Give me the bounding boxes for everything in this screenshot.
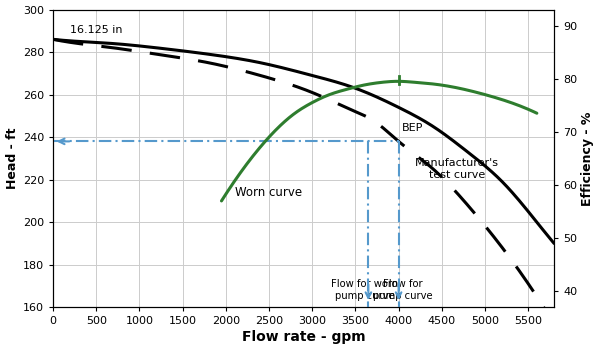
Text: Worn curve: Worn curve <box>235 186 302 199</box>
Text: Manufacturer's
test curve: Manufacturer's test curve <box>415 158 499 180</box>
X-axis label: Flow rate - gpm: Flow rate - gpm <box>242 330 365 344</box>
Y-axis label: Efficiency - %: Efficiency - % <box>581 111 595 205</box>
Text: Flow for
pump curve: Flow for pump curve <box>373 279 433 301</box>
Text: Flow for worn
pump curve: Flow for worn pump curve <box>331 279 398 301</box>
Text: BEP: BEP <box>402 123 424 133</box>
Y-axis label: Head - ft: Head - ft <box>5 128 19 189</box>
Text: 16.125 in: 16.125 in <box>70 25 123 35</box>
